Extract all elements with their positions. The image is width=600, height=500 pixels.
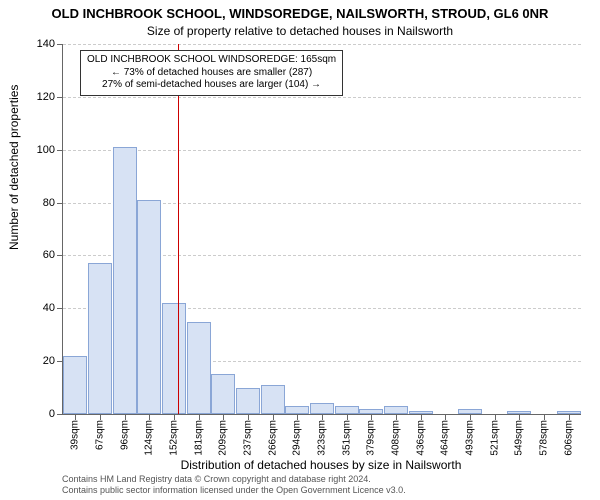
x-tick-label: 237sqm	[243, 420, 254, 456]
histogram-bar	[63, 356, 87, 414]
x-tick-label: 493sqm	[465, 420, 476, 456]
histogram-bar	[335, 406, 359, 414]
histogram-bar	[187, 322, 211, 415]
histogram-bar	[88, 263, 112, 414]
x-tick-label: 351sqm	[341, 420, 352, 456]
x-tick-label: 408sqm	[391, 420, 402, 456]
annotation-box: OLD INCHBROOK SCHOOL WINDSOREDGE: 165sqm…	[80, 50, 343, 96]
reference-line	[178, 44, 179, 414]
histogram-bar	[137, 200, 161, 414]
y-tick	[57, 414, 63, 415]
annotation-line-2: ← 73% of detached houses are smaller (28…	[87, 67, 336, 80]
x-tick-label: 152sqm	[169, 420, 180, 456]
x-tick-label: 464sqm	[440, 420, 451, 456]
x-tick-label: 578sqm	[539, 420, 550, 456]
horizontal-gridline	[63, 150, 581, 151]
y-tick	[57, 255, 63, 256]
horizontal-gridline	[63, 44, 581, 45]
y-tick-label: 20	[43, 355, 55, 367]
chart-container: OLD INCHBROOK SCHOOL, WINDSOREDGE, NAILS…	[0, 0, 600, 500]
horizontal-gridline	[63, 97, 581, 98]
histogram-bar	[211, 374, 235, 414]
x-tick-label: 266sqm	[267, 420, 278, 456]
x-tick-label: 323sqm	[317, 420, 328, 456]
x-tick-label: 181sqm	[193, 420, 204, 456]
histogram-bar	[285, 406, 309, 414]
y-axis-title: Number of detached properties	[7, 85, 21, 250]
y-tick	[57, 44, 63, 45]
annotation-line-3: 27% of semi-detached houses are larger (…	[87, 79, 336, 92]
x-tick-label: 67sqm	[95, 420, 106, 450]
chart-title-main: OLD INCHBROOK SCHOOL, WINDSOREDGE, NAILS…	[0, 6, 600, 21]
histogram-bar	[162, 303, 186, 414]
y-tick-label: 40	[43, 302, 55, 314]
y-tick	[57, 97, 63, 98]
histogram-bar	[261, 385, 285, 414]
x-tick-label: 96sqm	[119, 420, 130, 450]
footer: Contains HM Land Registry data © Crown c…	[62, 474, 590, 496]
y-tick	[57, 308, 63, 309]
x-tick-label: 209sqm	[218, 420, 229, 456]
y-tick-label: 0	[49, 408, 55, 420]
chart-title-sub: Size of property relative to detached ho…	[0, 24, 600, 38]
x-tick-label: 39sqm	[70, 420, 81, 450]
y-tick	[57, 203, 63, 204]
x-tick-label: 549sqm	[514, 420, 525, 456]
histogram-bar	[310, 403, 334, 414]
y-tick-label: 120	[37, 91, 55, 103]
x-tick-label: 436sqm	[415, 420, 426, 456]
footer-line-2: Contains public sector information licen…	[62, 485, 590, 496]
footer-line-1: Contains HM Land Registry data © Crown c…	[62, 474, 590, 485]
x-axis-title: Distribution of detached houses by size …	[62, 458, 580, 472]
histogram-bar	[113, 147, 137, 414]
x-tick-label: 606sqm	[563, 420, 574, 456]
y-tick-label: 140	[37, 38, 55, 50]
x-tick-label: 294sqm	[292, 420, 303, 456]
y-tick	[57, 150, 63, 151]
annotation-line-1: OLD INCHBROOK SCHOOL WINDSOREDGE: 165sqm	[87, 54, 336, 67]
y-tick-label: 80	[43, 197, 55, 209]
y-tick-label: 60	[43, 249, 55, 261]
y-tick	[57, 361, 63, 362]
histogram-bar	[384, 406, 408, 414]
x-tick-label: 379sqm	[366, 420, 377, 456]
y-tick-label: 100	[37, 144, 55, 156]
histogram-bar	[236, 388, 260, 414]
plot-area: 02040608010012014039sqm67sqm96sqm124sqm1…	[62, 44, 581, 415]
x-tick-label: 124sqm	[144, 420, 155, 456]
x-tick-label: 521sqm	[489, 420, 500, 456]
